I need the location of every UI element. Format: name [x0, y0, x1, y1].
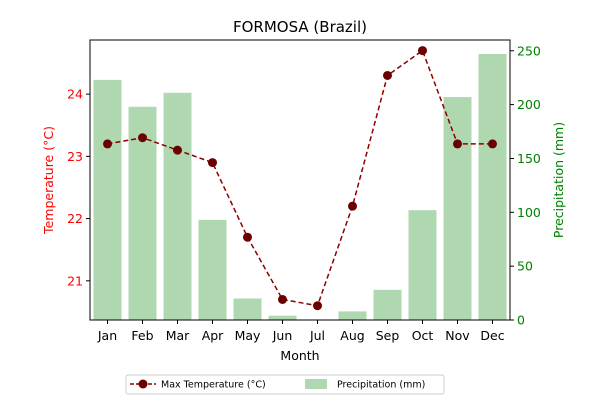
left-axis-label: Temperature (°C): [41, 126, 56, 235]
precipitation-bar-jun: [268, 315, 297, 320]
legend: Max Temperature (°C) Precipitation (mm): [125, 374, 445, 395]
right-tick-label: 200: [517, 97, 541, 112]
precipitation-bar-oct: [408, 210, 437, 320]
temperature-line-group: [103, 46, 497, 311]
legend-marker-swatch: [138, 379, 148, 389]
temperature-point-aug: [348, 201, 357, 211]
x-tick-label-jul: Jul: [309, 328, 325, 343]
temperature-line: [107, 49, 493, 307]
temperature-point-nov: [453, 139, 462, 149]
temperature-point-jan: [103, 139, 112, 149]
legend-temperature-label: Max Temperature (°C): [161, 380, 266, 391]
precipitation-bar-dec: [478, 54, 507, 320]
left-tick-label: 23: [67, 149, 83, 164]
precipitation-bar-apr: [198, 219, 227, 320]
x-axis: Jan Feb Mar Apr May Jun Jul Aug Sep Oct Nov Dec: [97, 320, 505, 343]
x-tick-label-nov: Nov: [445, 328, 470, 343]
right-tick-label: 0: [517, 313, 525, 328]
left-tick-label: 22: [67, 211, 83, 226]
x-axis-label: Month: [280, 348, 319, 363]
left-tick-label: 24: [67, 87, 83, 102]
temperature-point-jul: [313, 301, 322, 311]
right-axis-label: Precipitation (mm): [551, 122, 566, 238]
x-tick-label-may: May: [235, 328, 261, 343]
precipitation-bar-may: [233, 298, 262, 320]
x-tick-label-jun: Jun: [272, 328, 293, 343]
legend-precipitation-label: Precipitation (mm): [337, 380, 425, 391]
temperature-point-oct: [418, 46, 427, 56]
legend-bar-swatch: [305, 379, 327, 389]
right-tick-label: 50: [517, 259, 533, 274]
x-tick-label-sep: Sep: [376, 328, 400, 343]
temperature-point-jun: [278, 294, 287, 304]
x-tick-label-apr: Apr: [202, 328, 224, 343]
x-tick-label-aug: Aug: [340, 328, 364, 343]
precipitation-bar-aug: [338, 311, 367, 320]
plot-frame: [89, 39, 511, 321]
right-tick-label: 100: [517, 205, 541, 220]
x-tick-label-jan: Jan: [97, 328, 117, 343]
precipitation-bar-mar: [163, 92, 192, 321]
temperature-point-may: [243, 232, 252, 242]
x-tick-label-feb: Feb: [131, 328, 153, 343]
precipitation-bar-nov: [443, 97, 472, 320]
precipitation-bars: [93, 54, 507, 321]
x-tick-label-oct: Oct: [412, 328, 434, 343]
right-tick-label: 250: [517, 43, 541, 58]
right-tick-label: 150: [517, 151, 541, 166]
temperature-point-sep: [383, 70, 392, 80]
x-tick-label-dec: Dec: [480, 328, 504, 343]
precipitation-bar-feb: [128, 106, 157, 321]
temperature-point-apr: [208, 158, 217, 168]
chart-title: FORMOSA (Brazil): [233, 18, 367, 36]
precipitation-bar-jan: [93, 79, 122, 320]
x-tick-label-mar: Mar: [166, 328, 190, 343]
left-tick-label: 21: [67, 273, 83, 288]
legend-box: [125, 374, 445, 395]
precipitation-bar-sep: [373, 289, 402, 320]
temperature-point-dec: [488, 139, 497, 149]
left-axis: 21 22 23 24: [67, 87, 90, 288]
temperature-point-feb: [138, 133, 147, 143]
temperature-point-mar: [173, 145, 182, 155]
right-axis: 0 50 100 150 200 250: [510, 43, 541, 328]
